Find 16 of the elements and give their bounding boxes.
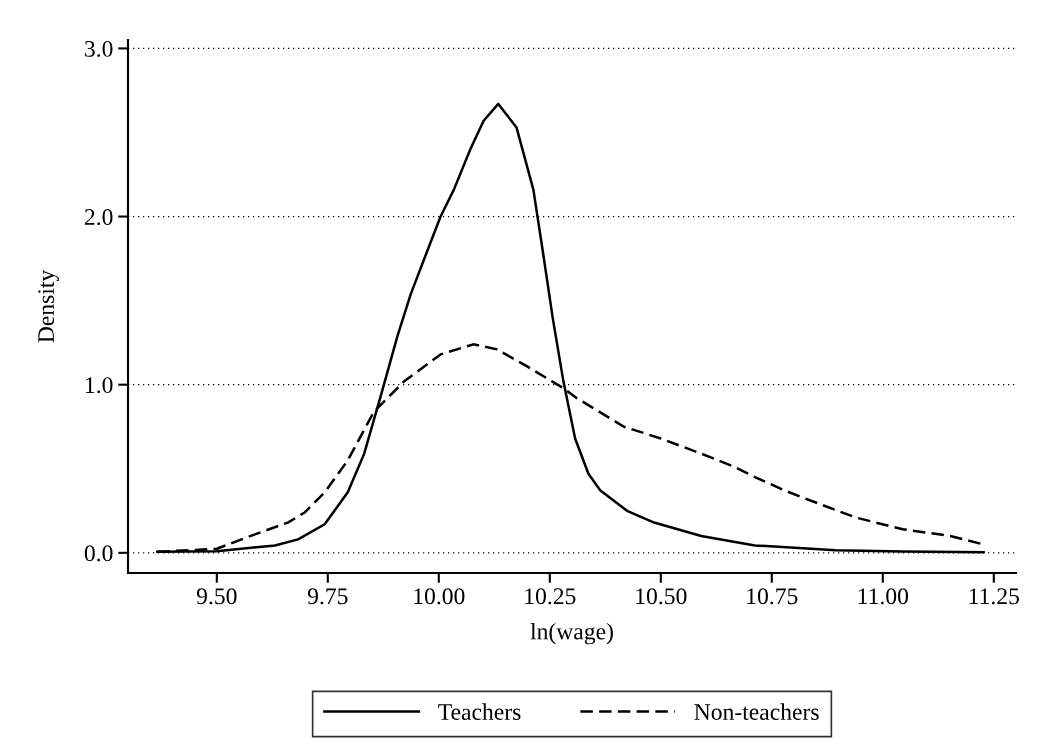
- x-tick-label: 9.75: [307, 588, 348, 605]
- x-tick-label: 10.75: [747, 588, 798, 605]
- legend-label: Teachers: [438, 703, 521, 720]
- y-tick-label: 0.0: [84, 545, 113, 562]
- y-tick-label: 1.0: [85, 377, 113, 394]
- x-tick-label: 11.00: [858, 588, 909, 605]
- x-tick-label: 10.25: [525, 588, 576, 605]
- x-tick-label: 9.50: [196, 588, 237, 605]
- x-axis-title: ln(wage): [530, 622, 613, 645]
- x-tick-label: 10.00: [414, 588, 465, 605]
- y-axis-title: Density: [38, 269, 59, 343]
- y-tick-label: 2.0: [84, 209, 113, 226]
- x-tick-label: 10.50: [636, 588, 687, 605]
- legend-label: Non-teachers: [694, 703, 819, 720]
- x-tick-label: 11.25: [969, 588, 1019, 605]
- y-tick-label: 3.0: [85, 40, 113, 57]
